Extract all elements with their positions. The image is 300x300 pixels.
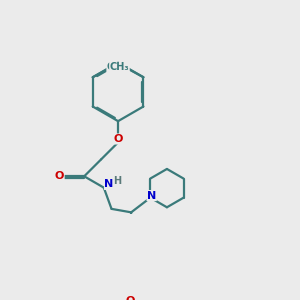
Text: O: O [125,296,134,300]
Text: CH₃: CH₃ [107,62,127,72]
Text: H: H [114,176,122,186]
Text: N: N [147,190,156,201]
Text: O: O [55,171,64,181]
Text: CH₃: CH₃ [110,62,129,72]
Text: N: N [104,179,114,189]
Text: O: O [113,134,123,144]
